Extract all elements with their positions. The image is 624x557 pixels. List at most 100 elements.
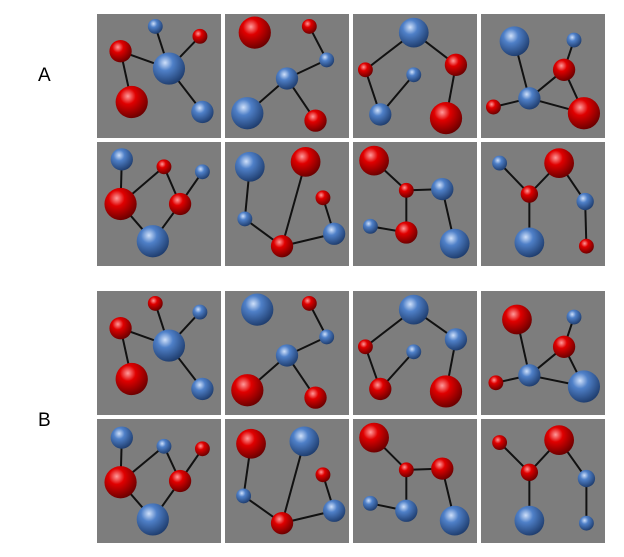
blue-atom: [234, 151, 265, 182]
blue-atom: [578, 515, 594, 531]
molecule-graph: [492, 425, 596, 536]
red-atom: [552, 58, 576, 81]
blue-atom: [156, 438, 172, 454]
molecule-panel-a-6: [225, 142, 349, 266]
blue-atom: [362, 218, 378, 234]
red-atom: [552, 335, 576, 358]
red-atom: [567, 97, 601, 130]
blue-atom: [431, 177, 454, 201]
molecule-graph: [357, 17, 468, 135]
red-atom: [398, 462, 414, 478]
red-atom: [395, 221, 418, 244]
red-atom: [520, 185, 539, 203]
blue-atom: [152, 329, 186, 362]
molecule-graph: [104, 148, 210, 258]
blue-atom: [319, 329, 335, 345]
red-atom: [357, 339, 373, 355]
blue-atom: [147, 18, 163, 34]
molecule-panel-b-1: [97, 291, 221, 415]
red-atom: [359, 145, 389, 176]
blue-atom: [395, 499, 418, 522]
molecule-panel-a-7: [353, 142, 477, 266]
red-atom: [444, 53, 468, 76]
blue-atom: [241, 293, 274, 326]
red-atom: [369, 377, 392, 401]
blue-atom: [191, 377, 214, 401]
molecule-graph: [236, 426, 346, 535]
red-atom: [502, 304, 532, 335]
red-atom: [156, 159, 172, 175]
red-atom: [544, 425, 574, 455]
red-atom: [109, 317, 132, 340]
red-atom: [270, 512, 294, 535]
blue-atom: [566, 309, 582, 325]
red-atom: [359, 422, 389, 453]
molecule-panel-b-4: [481, 291, 605, 415]
molecule-graph: [109, 18, 214, 124]
red-atom: [304, 386, 327, 409]
red-atom: [304, 109, 327, 132]
blue-atom: [191, 100, 214, 124]
blue-atom: [398, 294, 429, 325]
red-atom: [238, 16, 271, 49]
blue-atom: [231, 97, 264, 130]
red-atom: [115, 362, 148, 396]
molecule-panel-a-4: [481, 14, 605, 138]
red-atom: [520, 463, 539, 481]
red-atom: [236, 428, 266, 459]
blue-atom: [136, 503, 169, 536]
red-atom: [429, 102, 463, 135]
blue-atom: [499, 26, 530, 57]
blue-atom: [236, 488, 252, 504]
blue-atom: [566, 32, 582, 48]
molecule-graph: [104, 426, 210, 536]
red-atom: [115, 85, 148, 119]
molecule-panel-a-1: [97, 14, 221, 138]
red-atom: [168, 469, 192, 493]
red-atom: [485, 99, 501, 115]
red-atom: [104, 187, 137, 221]
blue-atom: [237, 211, 253, 227]
molecule-graph: [485, 26, 601, 130]
red-atom: [301, 295, 317, 311]
blue-atom: [275, 344, 299, 367]
molecule-graph: [357, 294, 468, 408]
blue-atom: [577, 469, 596, 488]
blue-atom: [369, 103, 392, 126]
blue-atom: [152, 52, 186, 85]
blue-atom: [110, 426, 133, 449]
molecule-panel-a-5: [97, 142, 221, 266]
blue-atom: [444, 328, 468, 351]
molecule-graph: [492, 148, 594, 258]
molecule-graph: [359, 145, 470, 259]
red-atom: [194, 441, 210, 457]
blue-atom: [518, 364, 541, 387]
blue-atom: [322, 499, 346, 522]
blue-atom: [514, 505, 545, 536]
red-atom: [488, 375, 504, 391]
blue-atom: [514, 227, 545, 258]
red-atom: [231, 374, 264, 407]
molecule-panel-b-5: [97, 419, 221, 543]
blue-atom: [439, 228, 470, 259]
blue-atom: [192, 304, 208, 320]
blue-atom: [398, 17, 429, 48]
red-atom: [398, 182, 414, 198]
red-atom: [147, 295, 163, 311]
blue-atom: [439, 505, 470, 536]
molecule-panel-a-2: [225, 14, 349, 138]
molecule-graph: [488, 304, 601, 403]
blue-atom: [194, 164, 210, 180]
blue-atom: [322, 222, 346, 245]
molecule-graph: [109, 295, 214, 401]
blue-atom: [362, 495, 378, 511]
red-atom: [492, 435, 508, 450]
red-atom: [544, 148, 574, 178]
red-atom: [578, 238, 594, 254]
red-atom: [315, 467, 331, 483]
molecule-panel-a-3: [353, 14, 477, 138]
blue-atom: [492, 155, 508, 171]
blue-atom: [576, 192, 594, 211]
blue-atom: [136, 225, 169, 258]
molecule-graph: [359, 422, 470, 536]
